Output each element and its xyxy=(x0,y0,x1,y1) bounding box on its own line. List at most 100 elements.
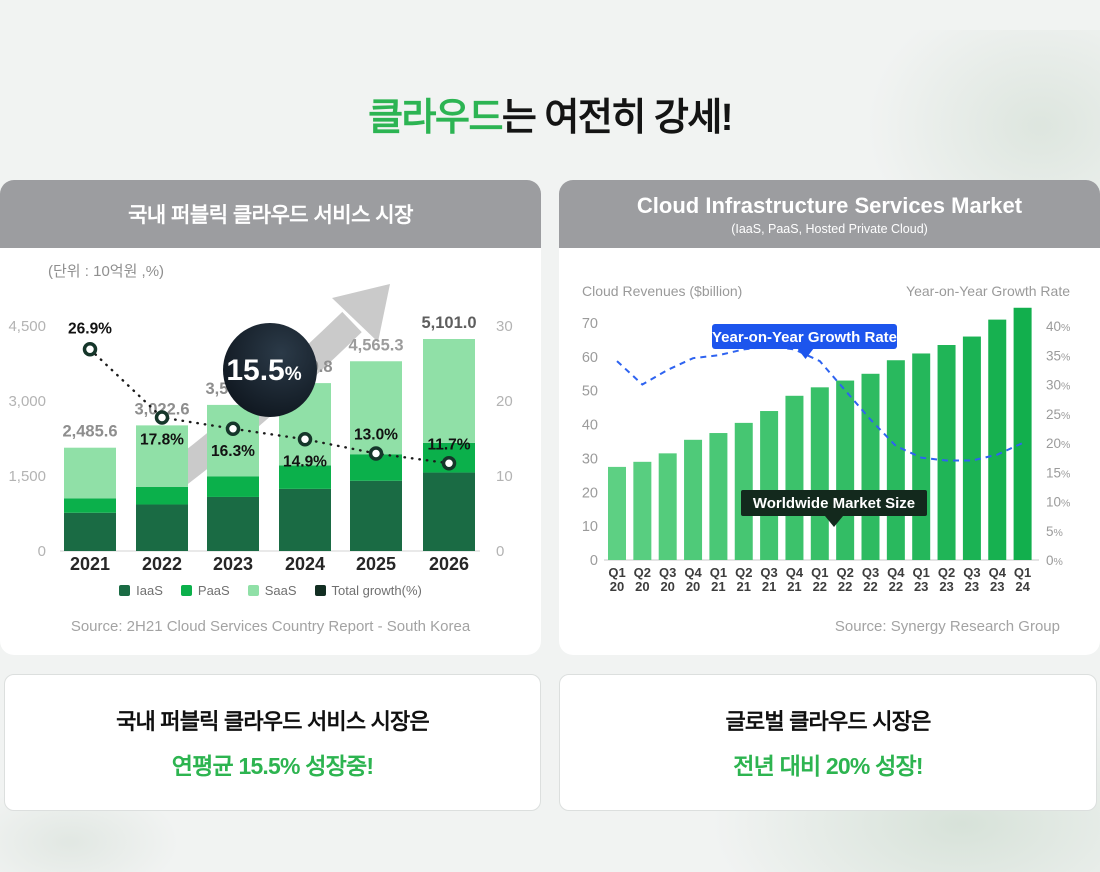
unit-note: (단위 : 10억원 ,%) xyxy=(48,263,165,280)
korea-takeaway-line2: 연평균 15.5% 성장중! xyxy=(171,753,374,779)
revenue-axis-tick: 70 xyxy=(582,316,598,332)
revenue-bar-q2-20 xyxy=(633,461,652,560)
iaas-segment xyxy=(207,496,259,551)
quarter-label: Q4 22 xyxy=(887,565,905,594)
growth-percent-label: 13.0% xyxy=(354,427,398,444)
growth-point-2021 xyxy=(82,342,98,357)
global-cloud-chart-card: Cloud Infrastructure Services Market (Ia… xyxy=(559,180,1100,655)
korea-cloud-chart-header: 국내 퍼블릭 클라우드 서비스 시장 xyxy=(0,180,541,248)
revenue-bar-q1-22 xyxy=(810,387,829,560)
revenue-bar-q1-20 xyxy=(608,466,626,560)
growth-axis-tick: 0% xyxy=(1046,553,1063,568)
size-tooltip-box xyxy=(741,490,927,516)
legend-label: Total growth(%) xyxy=(331,583,422,598)
paas-segment xyxy=(64,498,116,513)
growth-percent-label: 11.7% xyxy=(427,436,470,453)
year-label: 2023 xyxy=(213,554,253,574)
saas-segment xyxy=(207,404,259,477)
saas-segment xyxy=(64,447,116,499)
right-axis-tick: 20 xyxy=(496,393,513,410)
revenue-axis-tick: 10 xyxy=(582,519,598,535)
quarter-label: Q3 20 xyxy=(659,565,676,594)
left-axis-tick: 4,500 xyxy=(8,318,46,335)
iaas-segment xyxy=(350,480,402,551)
quarter-label: Q1 24 xyxy=(1014,565,1031,594)
korea-cloud-chart: 4,500 3,000 1,500 0 30 20 10 0 2,485.6 2021 3,022.… xyxy=(0,248,541,655)
revenue-axis-tick: 40 xyxy=(582,418,598,434)
revenue-axis-tick: 60 xyxy=(582,350,598,366)
saas-segment xyxy=(136,425,188,487)
quarter-label: Q2 20 xyxy=(634,565,651,594)
growth-rate-line xyxy=(616,345,1024,462)
growth-axis-tick: 15% xyxy=(1046,465,1070,480)
stacked-bar-2021 xyxy=(64,447,116,551)
revenue-bar-q4-20 xyxy=(684,439,703,560)
revenue-axis-tick: 20 xyxy=(582,485,598,501)
growth-axis-tick: 10% xyxy=(1046,495,1070,510)
total-growth-line xyxy=(88,348,451,465)
year-label: 2024 xyxy=(285,554,325,574)
iaas-segment xyxy=(64,512,116,551)
revenue-bar-q4-23 xyxy=(988,319,1007,560)
legend-item-saas: SaaS xyxy=(247,583,297,598)
quarter-label: Q4 20 xyxy=(684,565,702,594)
bar-value-label: 5,101.0 xyxy=(421,314,476,332)
size-tooltip-label: Worldwide Market Size xyxy=(753,495,915,512)
revenue-bar-q4-22 xyxy=(886,360,905,560)
right-axis-title: Year-on-Year Growth Rate xyxy=(906,283,1070,299)
stacked-bar-2025 xyxy=(350,361,402,551)
main-title-highlight: 클라우드 xyxy=(368,97,503,139)
global-chart-source: Source: Synergy Research Group xyxy=(834,618,1060,635)
legend-label: PaaS xyxy=(197,583,230,598)
left-axis-tick: 1,500 xyxy=(8,468,46,485)
legend-item-iaas: IaaS xyxy=(119,583,163,598)
size-tooltip-pointer xyxy=(825,516,843,527)
quarter-label: Q1 21 xyxy=(710,565,727,594)
quarter-label: Q2 22 xyxy=(836,565,853,594)
growth-percent-label: 16.3% xyxy=(211,443,255,460)
legend-item-paas: PaaS xyxy=(180,583,230,598)
paas-segment xyxy=(279,465,331,489)
revenue-bar-q3-23 xyxy=(962,336,981,560)
global-takeaway-line2: 전년 대비 20% 성장! xyxy=(733,753,923,779)
right-axis-tick: 0 xyxy=(496,543,504,560)
global-takeaway-box: 글로벌 클라우드 시장은 전년 대비 20% 성장! xyxy=(559,674,1097,811)
growth-point-2023 xyxy=(225,421,241,436)
saas-segment xyxy=(423,339,475,443)
revenue-bar-q3-20 xyxy=(658,453,677,560)
quarter-label: Q3 22 xyxy=(862,565,879,594)
revenue-bar-q3-21 xyxy=(760,411,779,560)
paas-segment xyxy=(136,486,188,505)
global-cloud-chart: 0 10 20 30 40 50 60 70 0% 5% 10% 15% 20% 25% 30% 35% 40%… xyxy=(559,248,1100,655)
year-label: 2021 xyxy=(70,554,110,574)
growth-percent-label: 26.9% xyxy=(68,320,112,337)
year-label: 2025 xyxy=(356,554,396,574)
legend-swatch xyxy=(180,585,192,596)
growth-axis-tick: 40% xyxy=(1046,319,1070,334)
legend-swatch xyxy=(119,585,131,596)
growth-axis-tick: 5% xyxy=(1046,524,1063,539)
revenue-bar-q1-21 xyxy=(709,433,728,560)
global-chart-subtitle: (IaaS, PaaS, Hosted Private Cloud) xyxy=(731,221,928,236)
market-size-tooltip: Worldwide Market Size xyxy=(741,490,927,527)
quarter-label: Q1 22 xyxy=(811,565,828,594)
global-cloud-chart-header: Cloud Infrastructure Services Market (Ia… xyxy=(559,180,1100,248)
global-takeaway-line1: 글로벌 클라우드 시장은 xyxy=(725,709,931,734)
growth-rate-tooltip: Year-on-Year Growth Rate xyxy=(712,324,897,359)
growth-percent-label: 17.8% xyxy=(140,432,184,449)
quarter-label: Q2 21 xyxy=(735,565,752,594)
quarter-label: Q4 23 xyxy=(989,565,1007,594)
legend-label: IaaS xyxy=(136,583,163,598)
growth-point-2022 xyxy=(154,410,170,425)
growth-tooltip-label: Year-on-Year Growth Rate xyxy=(712,329,897,346)
quarter-label: Q4 21 xyxy=(786,565,804,594)
legend-label: SaaS xyxy=(264,583,297,598)
revenue-bar-q2-23 xyxy=(937,345,956,560)
growth-tooltip-pointer xyxy=(797,348,814,359)
growth-point-2025 xyxy=(368,446,384,461)
growth-axis-tick: 20% xyxy=(1046,436,1070,451)
korea-chart-source: Source: 2H21 Cloud Services Country Repo… xyxy=(70,618,471,635)
left-axis-tick: 0 xyxy=(38,543,46,560)
trend-arrow-head xyxy=(332,284,390,342)
